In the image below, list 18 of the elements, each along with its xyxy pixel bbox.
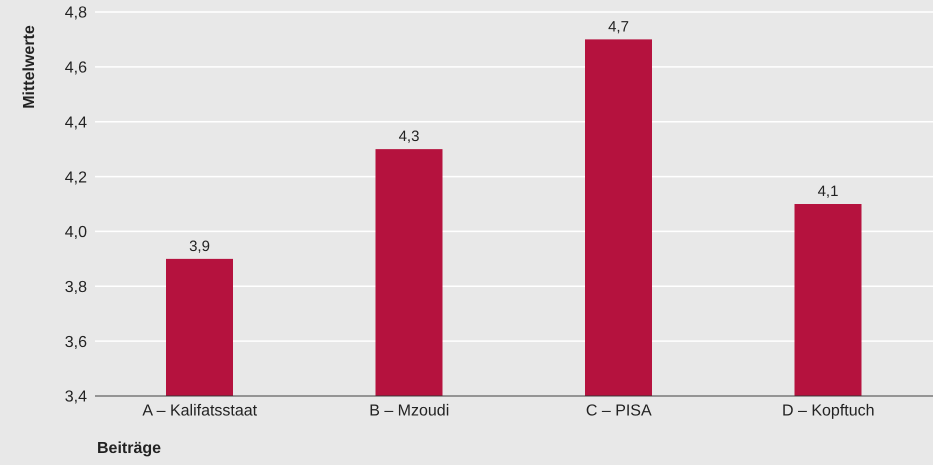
x-axis-title: Beiträge	[97, 440, 162, 458]
y-tick-label: 3,4	[64, 388, 88, 406]
x-tick-label: D – Kopftuch	[782, 402, 874, 420]
y-tick-label: 4,0	[64, 224, 88, 242]
data-label: 4,1	[818, 183, 838, 200]
y-tick-label: 3,6	[64, 334, 88, 351]
x-tick-label: B – Mzoudi	[369, 402, 450, 420]
y-tick-label: 4,6	[64, 60, 88, 77]
data-label: 4,3	[398, 128, 420, 146]
data-label: 4,7	[608, 18, 629, 36]
y-tick-label: 3,8	[64, 278, 88, 296]
x-tick-label: C – PISA	[586, 402, 652, 420]
y-tick-label: 4,4	[64, 114, 88, 132]
x-tick-label: A – Kalifatsstaat	[142, 402, 258, 420]
y-tick-label: 4,2	[64, 169, 88, 186]
y-tick-label: 4,8	[64, 4, 88, 22]
y-axis-title: Mittelwerte	[21, 25, 39, 109]
data-label: 3,9	[189, 238, 210, 255]
